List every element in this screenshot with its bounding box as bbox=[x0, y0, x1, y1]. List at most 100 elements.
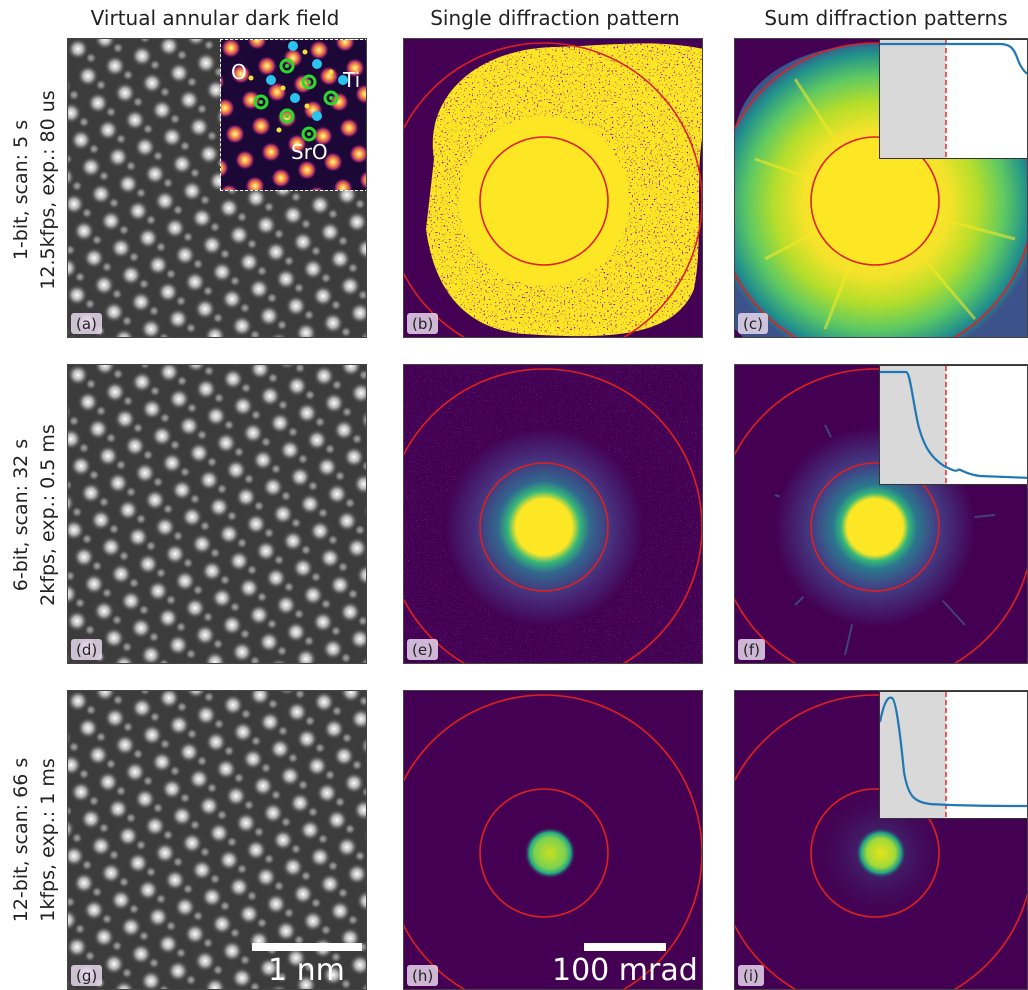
atom-column-weak bbox=[267, 372, 279, 384]
atom-column-weak bbox=[175, 947, 187, 959]
atom-column-weak bbox=[364, 226, 366, 236]
atom-column-weak bbox=[149, 385, 161, 397]
atom-column-weak bbox=[303, 309, 315, 321]
atom-column-weak bbox=[68, 661, 78, 663]
atom-column-weak bbox=[361, 460, 366, 472]
atom-column bbox=[286, 375, 308, 397]
atom-column-weak bbox=[327, 208, 339, 220]
atom-column-weak bbox=[112, 42, 124, 54]
atom-column bbox=[343, 446, 365, 468]
atom-column bbox=[198, 143, 220, 165]
atom-column-weak bbox=[128, 251, 140, 263]
atom-column bbox=[218, 849, 240, 871]
atom-column-weak bbox=[139, 691, 151, 696]
atom-column bbox=[167, 308, 189, 330]
atom-column-weak bbox=[277, 725, 289, 737]
atom-column-weak bbox=[68, 153, 73, 165]
inset-spot bbox=[359, 170, 366, 190]
atom-column bbox=[70, 781, 92, 803]
atom-column bbox=[93, 274, 115, 296]
atom-column-weak bbox=[267, 698, 279, 710]
atom-column-weak bbox=[192, 258, 204, 270]
atom-column-weak bbox=[125, 486, 137, 498]
atom-column-weak bbox=[347, 914, 359, 926]
atom-column-weak bbox=[243, 473, 255, 485]
atom-column-weak bbox=[125, 160, 137, 172]
atom-column bbox=[137, 227, 159, 249]
atom-column-weak bbox=[314, 416, 326, 428]
atom-column bbox=[275, 268, 297, 290]
inset-spot bbox=[245, 176, 265, 190]
atom-column-weak bbox=[138, 604, 150, 616]
atom-column bbox=[258, 631, 280, 653]
atom-column-weak bbox=[149, 711, 161, 723]
atom-column bbox=[171, 479, 193, 501]
atom-column-weak bbox=[283, 907, 295, 919]
atom-column-weak bbox=[358, 695, 366, 707]
atom-column-weak bbox=[216, 809, 228, 821]
atom-column-weak bbox=[118, 224, 130, 236]
atom-column-weak bbox=[273, 228, 285, 240]
atom-column-weak bbox=[68, 244, 76, 256]
atom-column-weak bbox=[139, 39, 151, 44]
atom-column bbox=[131, 371, 153, 393]
panel-a-vadf-image: O Ti SrO (a) bbox=[67, 38, 367, 338]
atom-column-weak bbox=[334, 470, 346, 482]
atom-column-weak bbox=[182, 557, 194, 569]
atom-column-weak bbox=[253, 826, 265, 838]
panel-c-sum-pattern: (c) bbox=[734, 38, 1028, 338]
atom-column bbox=[94, 691, 116, 702]
atom-column-weak bbox=[357, 289, 366, 301]
atom-column bbox=[292, 557, 314, 579]
inset-spot bbox=[339, 118, 359, 138]
atom-column bbox=[171, 805, 193, 827]
atom-column-weak bbox=[203, 691, 215, 703]
atom-column bbox=[181, 335, 195, 337]
atom-column-weak bbox=[185, 322, 197, 334]
atom-column bbox=[164, 543, 186, 565]
panel-f-sum-pattern: (f) bbox=[734, 364, 1028, 664]
atom-column-weak bbox=[68, 805, 73, 817]
atom-column bbox=[181, 661, 195, 663]
atom-column-weak bbox=[236, 863, 248, 875]
atom-column-weak bbox=[294, 365, 306, 374]
inset-spot bbox=[251, 116, 271, 136]
atom-column-weak bbox=[304, 389, 316, 401]
atom-column bbox=[90, 509, 112, 531]
atom-column bbox=[127, 852, 149, 874]
inset-spot bbox=[221, 158, 229, 178]
atom-column-weak bbox=[175, 621, 187, 633]
atom-column-weak bbox=[276, 971, 288, 983]
atom-column-weak bbox=[246, 238, 258, 250]
atom-column bbox=[131, 697, 153, 719]
atom-column-weak bbox=[74, 923, 86, 935]
atom-column-weak bbox=[354, 850, 366, 862]
atom-column-weak bbox=[142, 775, 154, 787]
atom-column-weak bbox=[169, 113, 181, 125]
panel-label-c: (c) bbox=[738, 313, 768, 334]
atom-column bbox=[134, 462, 156, 484]
atom-column-weak bbox=[340, 326, 352, 337]
atom-column bbox=[286, 701, 308, 723]
atom-column bbox=[77, 717, 99, 739]
atom-column bbox=[313, 691, 335, 713]
row-label-1-line1: 1-bit, scan: 5 s bbox=[10, 119, 32, 261]
atom-column-weak bbox=[98, 170, 110, 182]
atom-column-weak bbox=[310, 245, 322, 257]
atom-column bbox=[292, 231, 314, 253]
atom-column bbox=[353, 473, 366, 495]
atom-column bbox=[319, 221, 341, 243]
atom-column bbox=[245, 187, 267, 209]
atom-column-weak bbox=[273, 880, 285, 892]
atom-column bbox=[282, 530, 304, 552]
atom-column-weak bbox=[334, 796, 346, 808]
atom-column-weak bbox=[179, 466, 191, 478]
atom-column-weak bbox=[135, 839, 147, 851]
atom-column bbox=[97, 119, 119, 141]
atom-column-weak bbox=[138, 930, 150, 942]
atom-column bbox=[322, 638, 344, 660]
atom-column-weak bbox=[304, 715, 316, 727]
atom-column-weak bbox=[202, 937, 214, 949]
atom-column bbox=[90, 183, 112, 205]
atom-column bbox=[104, 55, 126, 77]
